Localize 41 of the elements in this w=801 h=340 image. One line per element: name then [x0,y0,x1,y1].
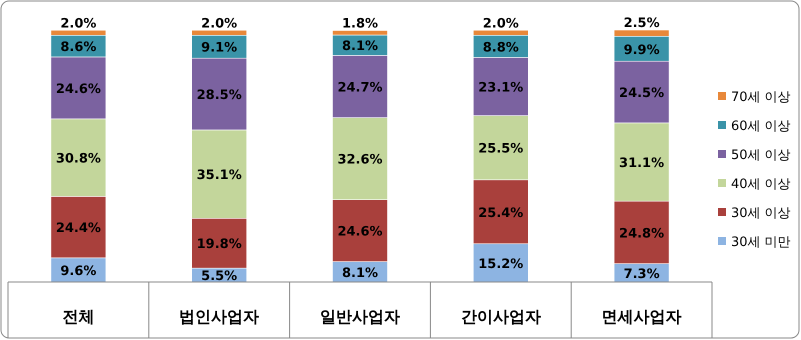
data-label: 24.8% [619,226,664,242]
data-label: 23.1% [478,80,524,96]
data-label: 5.5% [201,269,238,284]
data-label: 24.6% [337,224,383,240]
data-label: 2.0% [482,16,519,32]
data-label: 9.9% [624,42,660,58]
data-label: 28.5% [196,88,242,104]
data-label: 7.3% [624,266,660,282]
data-label: 8.1% [342,39,378,54]
data-label: 2.0% [201,16,238,32]
data-label: 25.4% [478,206,524,221]
data-label: 35.1% [196,168,242,184]
legend-label: 30세 이상 [731,206,791,221]
x-tick-label: 간이사업자 [460,307,541,326]
data-label: 25.5% [478,142,524,157]
data-label: 1.8% [342,16,378,32]
data-label: 8.8% [482,40,519,56]
data-label: 31.1% [619,156,664,172]
x-tick-label: 전체 [62,307,94,326]
data-label: 9.1% [201,40,238,56]
data-label: 24.7% [337,80,383,96]
x-tick-label: 일반사업자 [320,307,400,326]
legend-label: 40세 이상 [731,177,791,192]
legend-label: 60세 이상 [731,119,791,134]
data-label: 32.6% [337,152,383,168]
data-label: 30.8% [56,152,101,167]
x-tick-label: 면세사업자 [602,307,682,326]
data-label: 8.1% [342,266,378,281]
data-label: 8.6% [60,40,96,56]
legend-label: 30세 미만 [731,235,791,250]
data-label: 24.5% [619,86,664,102]
data-label: 2.5% [624,16,660,31]
data-label: 15.2% [478,256,524,272]
data-label: 19.8% [196,237,242,252]
data-label: 9.6% [60,264,96,279]
data-label: 24.6% [56,82,101,97]
x-tick-label: 법인사업자 [179,307,260,326]
data-label: 2.0% [60,16,96,32]
legend-label: 50세 이상 [731,148,791,163]
legend-label: 70세 이상 [731,90,791,105]
data-label: 24.4% [56,221,101,236]
